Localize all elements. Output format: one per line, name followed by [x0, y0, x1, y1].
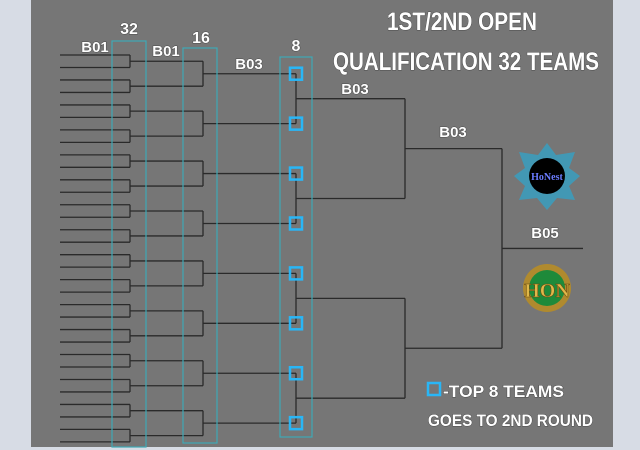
column-box-8: [279, 56, 313, 438]
svg-text:HON: HON: [524, 280, 570, 302]
honest-logo: HoNest: [514, 143, 580, 210]
r32-format-label: B01: [81, 39, 109, 56]
top8-qualifier-box: [288, 66, 304, 81]
top8-qualifier-box: [288, 116, 304, 131]
top8-qualifier-box: [288, 216, 304, 231]
column-box-16: [182, 47, 218, 444]
top8-qualifier-box: [288, 166, 304, 181]
qf-format-label: B03: [341, 81, 369, 98]
title-line-2: QUALIFICATION 32 TEAMS: [333, 48, 599, 76]
top8-qualifier-box: [288, 316, 304, 331]
legend-box-icon: [426, 381, 442, 397]
svg-text:HoNest: HoNest: [531, 172, 563, 183]
sf-format-label: B03: [439, 124, 467, 141]
r8-format-label: B03: [235, 56, 263, 73]
final-format-label: B05: [531, 225, 559, 242]
column-box-32: [111, 40, 147, 448]
legend-line-1: -TOP 8 TEAMS: [443, 382, 564, 401]
r16-format-label: B01: [152, 43, 180, 60]
r16-count-label: 16: [192, 30, 210, 47]
r32-count-label: 32: [120, 21, 138, 38]
legend-line-2: GOES TO 2ND ROUND: [428, 411, 593, 430]
hon-logo: HON: [523, 264, 571, 312]
bracket-panel: [31, 0, 613, 447]
top8-qualifier-box: [288, 266, 304, 281]
title-line-1: 1ST/2ND OPEN: [387, 8, 537, 36]
r8-count-label: 8: [292, 38, 301, 55]
top8-qualifier-box: [288, 365, 304, 381]
top8-qualifier-box: [288, 415, 304, 431]
